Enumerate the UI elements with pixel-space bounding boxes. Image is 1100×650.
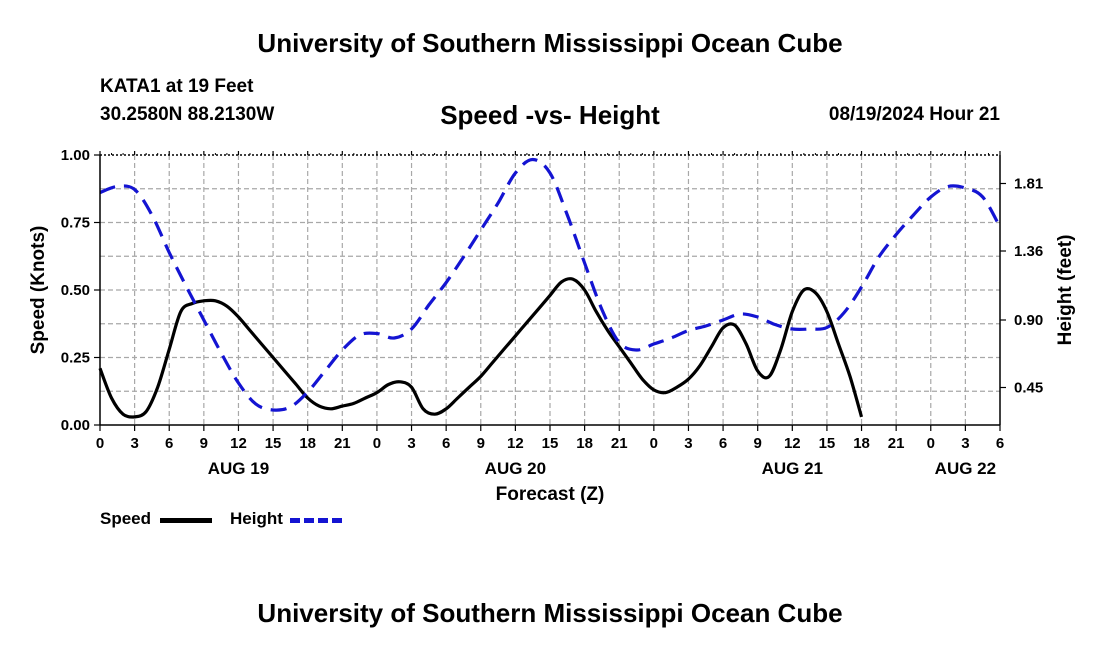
x-tick-label: 12 <box>784 435 801 452</box>
x-tick-label: 3 <box>684 435 692 452</box>
y-axis-label: Speed (Knots) <box>28 226 49 355</box>
speed-series-line <box>98 277 864 419</box>
y2-tick-label: 1.36 <box>1014 243 1043 260</box>
x-tick-label: 9 <box>200 435 208 452</box>
station-label: KATA1 at 19 Feet <box>100 76 254 97</box>
x-tick-label: 0 <box>650 435 658 452</box>
y-tick-label: 0.75 <box>61 215 90 232</box>
x-day-label: AUG 19 <box>208 459 269 478</box>
x-tick-label: 3 <box>407 435 415 452</box>
x-tick-label: 12 <box>507 435 524 452</box>
x-tick-label: 21 <box>611 435 628 452</box>
x-tick-label: 3 <box>961 435 969 452</box>
legend-height-label: Height <box>230 509 283 528</box>
forecast-run-time: 08/19/2024 Hour 21 <box>828 104 1000 125</box>
x-tick-label: 18 <box>576 435 593 452</box>
series-lines <box>98 157 1002 419</box>
y-tick-label: 0.00 <box>61 417 90 434</box>
x-tick-label: 12 <box>230 435 247 452</box>
legend-speed-swatch <box>160 518 212 523</box>
x-tick-label: 6 <box>442 435 450 452</box>
x-tick-label: 15 <box>542 435 559 452</box>
x-tick-label: 18 <box>853 435 870 452</box>
y-tick-label: 1.00 <box>61 147 90 164</box>
x-tick-label: 15 <box>819 435 836 452</box>
y2-tick-label: 0.90 <box>1014 312 1043 329</box>
x-tick-label: 0 <box>96 435 104 452</box>
x-tick-label: 6 <box>996 435 1004 452</box>
legend-height-swatch <box>290 518 342 523</box>
page-title: University of Southern Mississippi Ocean… <box>257 28 843 58</box>
y2-tick-label: 1.81 <box>1014 176 1043 193</box>
x-day-label: AUG 20 <box>485 459 546 478</box>
y2-axis-label: Height (feet) <box>1055 235 1076 346</box>
y-tick-label: 0.50 <box>61 282 90 299</box>
y2-tick-label: 0.45 <box>1014 380 1043 397</box>
height-series-line <box>99 157 1002 412</box>
x-tick-label: 9 <box>477 435 485 452</box>
x-tick-label: 0 <box>927 435 935 452</box>
x-tick-label: 21 <box>888 435 905 452</box>
x-tick-label: 6 <box>719 435 727 452</box>
x-tick-label: 6 <box>165 435 173 452</box>
x-tick-label: 3 <box>130 435 138 452</box>
x-day-label: AUG 22 <box>935 459 996 478</box>
x-tick-label: 15 <box>265 435 282 452</box>
x-tick-label: 9 <box>754 435 762 452</box>
footer-title: University of Southern Mississippi Ocean… <box>257 598 843 628</box>
station-coordinates: 30.2580N 88.2130W <box>100 104 275 125</box>
legend-speed-label: Speed <box>100 509 152 528</box>
x-axis-label: Forecast (Z) <box>496 484 605 505</box>
x-tick-label: 0 <box>373 435 381 452</box>
x-day-label: AUG 21 <box>762 459 823 478</box>
y-tick-label: 0.25 <box>61 350 90 367</box>
chart-title: Speed -vs- Height <box>440 100 660 130</box>
x-tick-label: 21 <box>334 435 351 452</box>
axes: 0 3 6 9 12 15 18 21 0 3 6 9 12 15 18 21 0 3 6 9 12 15 18 21 0 3 6A… <box>61 147 1043 478</box>
grid <box>100 155 1000 425</box>
x-tick-label: 18 <box>299 435 316 452</box>
